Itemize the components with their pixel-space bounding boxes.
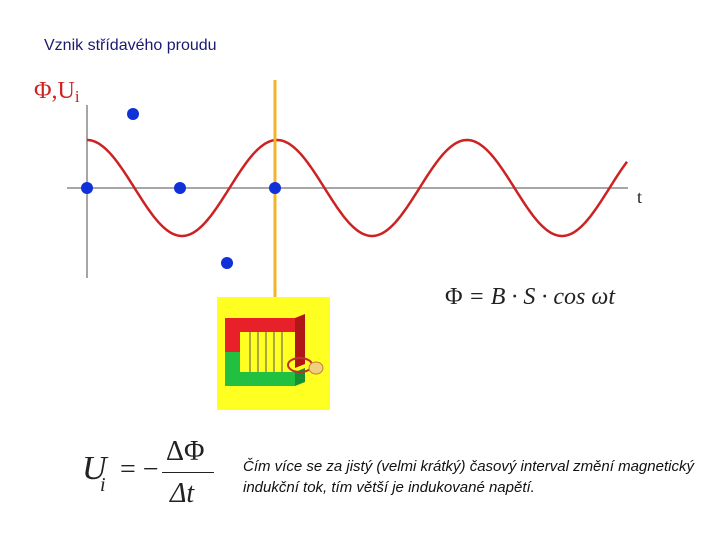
magnet-side — [295, 314, 305, 368]
title: Vznik střídavého proudu — [44, 37, 217, 54]
flux-formula: Φ = B · S · cos ωt — [445, 284, 615, 311]
y-label-sub: i — [74, 87, 80, 106]
y-axis-label: Φ,Ui — [34, 78, 80, 107]
u-sub: i — [100, 474, 106, 496]
numerator: ΔΦ — [166, 436, 205, 467]
magnet-south — [225, 352, 295, 386]
points — [81, 108, 281, 269]
equals-minus: = − — [120, 454, 159, 485]
generator-illustration — [217, 297, 330, 410]
y-label: Φ,U — [34, 78, 75, 104]
flux-symbol: Φ — [445, 284, 463, 310]
point — [127, 108, 139, 120]
coil-end — [308, 361, 324, 375]
point — [221, 257, 233, 269]
field-lines — [249, 332, 283, 372]
voltage-formula: U i = − ΔΦ Δt — [82, 436, 222, 516]
u-symbol: U — [82, 450, 107, 487]
flux-right: = B · S · cos ωt — [468, 284, 616, 310]
point — [269, 182, 281, 194]
cosine-curve — [86, 138, 629, 238]
fraction-bar — [162, 472, 214, 473]
explanation: Čím více se za jistý (velmi krátký) časo… — [243, 458, 694, 496]
magnet-north — [225, 318, 295, 352]
denominator: Δt — [170, 478, 195, 509]
point — [81, 182, 93, 194]
x-axis-label: t — [637, 187, 643, 207]
point — [174, 182, 186, 194]
